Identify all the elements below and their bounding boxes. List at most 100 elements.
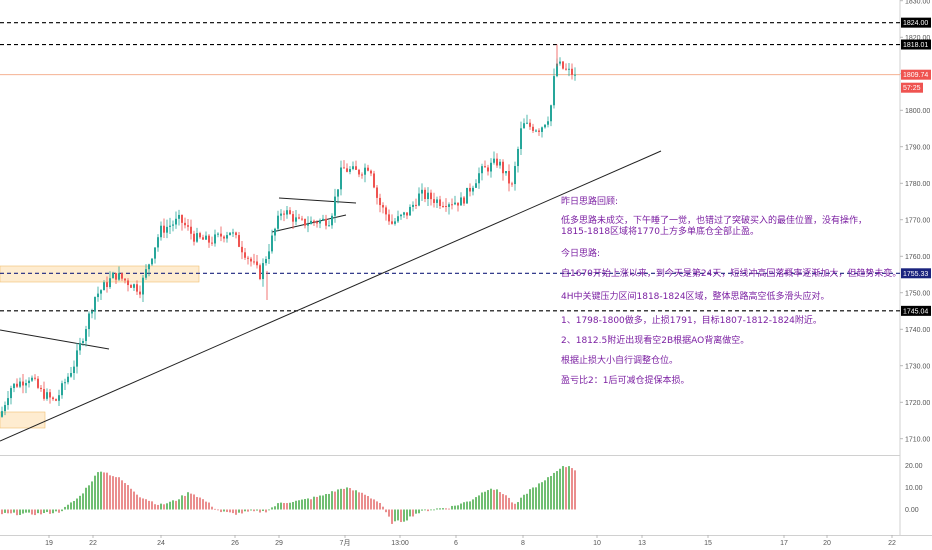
candle-body — [205, 235, 207, 240]
price-tick-label: 1760.00 — [905, 254, 930, 261]
ao-bar — [172, 500, 174, 510]
candle-body — [466, 187, 468, 204]
candle-body — [460, 197, 462, 206]
price-axis: 1830.001820.001810.001800.001790.001780.… — [900, 0, 930, 443]
ao-bar — [262, 509, 264, 512]
candle-body — [439, 199, 441, 206]
analysis-note-line: 1、1798-1800做多，止损1791，目标1807-1812-1824附近。 — [561, 314, 822, 326]
ao-bar — [196, 497, 198, 510]
candle-body — [331, 215, 333, 226]
candle-body — [88, 313, 90, 330]
time-tick-label: 8 — [521, 540, 525, 547]
ao-bar — [31, 509, 33, 515]
ao-bar — [334, 491, 336, 510]
candle-body — [295, 217, 297, 222]
triangle-upper-line[interactable] — [278, 197, 357, 204]
candle-body — [289, 210, 291, 215]
candle-body — [541, 127, 543, 132]
ao-bar — [466, 501, 468, 510]
price-tick-label: 1800.00 — [905, 108, 930, 115]
ao-bar — [517, 502, 519, 510]
ao-bar — [232, 509, 234, 514]
ao-tick-label: 10.00 — [905, 485, 923, 492]
ao-tick-label: 20.00 — [905, 463, 923, 470]
ao-bar — [253, 509, 255, 512]
candle-body — [109, 278, 111, 288]
ao-bar — [502, 494, 504, 510]
candle-body — [343, 167, 345, 169]
candle-body — [136, 284, 138, 292]
candle-body — [292, 214, 294, 222]
triangle-lower-line[interactable] — [271, 214, 347, 233]
candle-body — [157, 237, 159, 248]
candle-body — [451, 204, 453, 206]
ao-bar — [298, 500, 300, 510]
candle-body — [163, 225, 165, 233]
ao-bar — [94, 475, 96, 510]
ao-bar — [256, 509, 258, 511]
ao-bar — [565, 467, 567, 510]
ao-bar — [421, 509, 423, 511]
candle-body — [505, 171, 507, 174]
ao-bar — [112, 476, 114, 510]
candle-body — [415, 204, 417, 206]
ao-bar — [457, 505, 459, 510]
ao-bar — [271, 507, 273, 510]
candle-body — [349, 169, 351, 172]
candle-body — [412, 204, 414, 207]
candle-body — [259, 265, 261, 280]
ao-bar — [412, 509, 414, 517]
ao-bar — [541, 482, 543, 510]
candle-body — [166, 226, 168, 233]
candle-body — [28, 380, 30, 384]
ao-bar — [157, 504, 159, 510]
candle-body — [352, 166, 354, 170]
trendlines — [0, 150, 662, 442]
ao-bar — [496, 489, 498, 510]
ao-bar — [361, 492, 363, 510]
candle-body — [112, 273, 114, 279]
ao-bar — [187, 492, 189, 510]
main-uptrend-line[interactable] — [0, 150, 662, 442]
candle-body — [487, 167, 489, 172]
candle-body — [25, 383, 27, 386]
ao-bar — [190, 493, 192, 510]
time-tick-label: 29 — [275, 540, 283, 547]
ao-bar — [178, 499, 180, 510]
ao-bar — [424, 509, 426, 511]
ao-bar — [208, 502, 210, 510]
candle-body — [427, 192, 429, 199]
candle-body — [406, 212, 408, 216]
ao-bar — [37, 509, 39, 514]
candle-body — [16, 383, 18, 387]
candle-body — [478, 173, 480, 184]
ao-bar — [388, 509, 390, 517]
ao-bar — [397, 509, 399, 521]
candle-body — [274, 228, 276, 236]
candle-body — [307, 224, 309, 226]
ao-bar — [274, 506, 276, 510]
candle-body — [10, 388, 12, 399]
ao-bar — [568, 466, 570, 510]
ao-bar — [103, 472, 105, 510]
ao-bar — [523, 494, 525, 510]
candle-body — [499, 161, 501, 166]
ao-bar — [106, 472, 108, 510]
ao-bar — [478, 495, 480, 510]
ao-bar — [7, 509, 9, 514]
price-tick-label: 1820.00 — [905, 35, 930, 42]
ao-bar — [484, 491, 486, 510]
descending-line[interactable] — [0, 329, 110, 350]
candle-body — [574, 74, 576, 76]
ao-bar — [376, 501, 378, 510]
ao-bar — [445, 508, 447, 510]
ao-bar — [193, 494, 195, 510]
candle-body — [214, 234, 216, 244]
price-tick-label: 1740.00 — [905, 327, 930, 334]
ao-bar — [268, 509, 270, 511]
ao-bar — [145, 499, 147, 510]
price-badge — [901, 17, 931, 28]
ao-bar — [280, 502, 282, 510]
ao-bar — [373, 499, 375, 510]
